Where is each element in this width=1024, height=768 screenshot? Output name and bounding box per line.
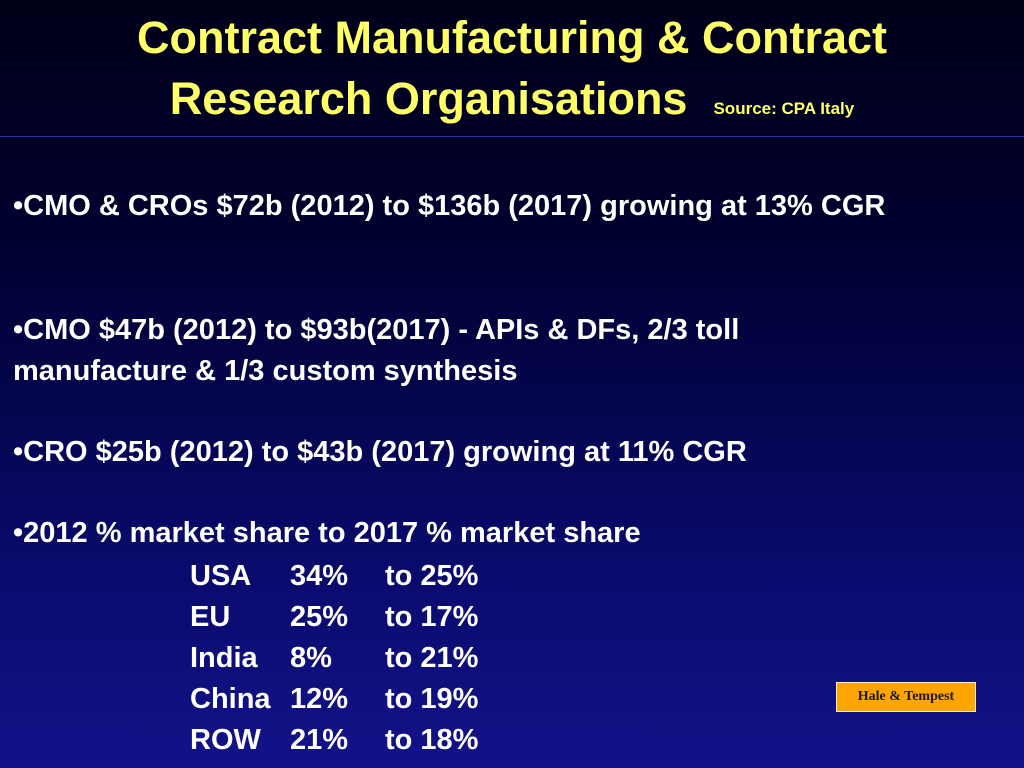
bullet-cro: •CRO $25b (2012) to $43b (2017) growing … (13, 436, 747, 468)
share-region: China (190, 683, 271, 715)
share-region: USA (190, 560, 252, 592)
bullet-cmo-cro-total: •CMO & CROs $72b (2012) to $136b (2017) … (13, 190, 886, 222)
bullet-cmo: •CMO $47b (2012) to $93b(2017) - APIs & … (13, 314, 740, 387)
share-region: India (190, 642, 258, 674)
share-from: 25% (290, 601, 349, 633)
share-from: 21% (290, 724, 349, 756)
share-to: to 17% (385, 601, 479, 633)
bullet-market-share: •2012 % market share to 2017 % market sh… (13, 517, 641, 549)
title-divider (0, 136, 1024, 137)
share-to: to 18% (385, 724, 479, 756)
share-region: ROW (190, 724, 261, 756)
share-to: to 19% (385, 683, 479, 715)
share-to: to 25% (385, 560, 479, 592)
slide-title: Contract Manufacturing & Contract Resear… (0, 0, 1024, 136)
title-line-1: Contract Manufacturing & Contract (136, 12, 887, 63)
share-to: to 21% (385, 642, 479, 674)
hale-tempest-badge: Hale & Tempest (836, 682, 976, 712)
share-from: 12% (290, 683, 349, 715)
title-line-2-text: Research Organisations (169, 73, 688, 124)
share-region: EU (190, 601, 231, 633)
source-note: Source: CPA Italy (713, 99, 855, 118)
share-from: 34% (290, 560, 349, 592)
share-from: 8% (290, 642, 332, 674)
title-line-2: Research Organisations Source: CPA Italy (0, 73, 1024, 135)
